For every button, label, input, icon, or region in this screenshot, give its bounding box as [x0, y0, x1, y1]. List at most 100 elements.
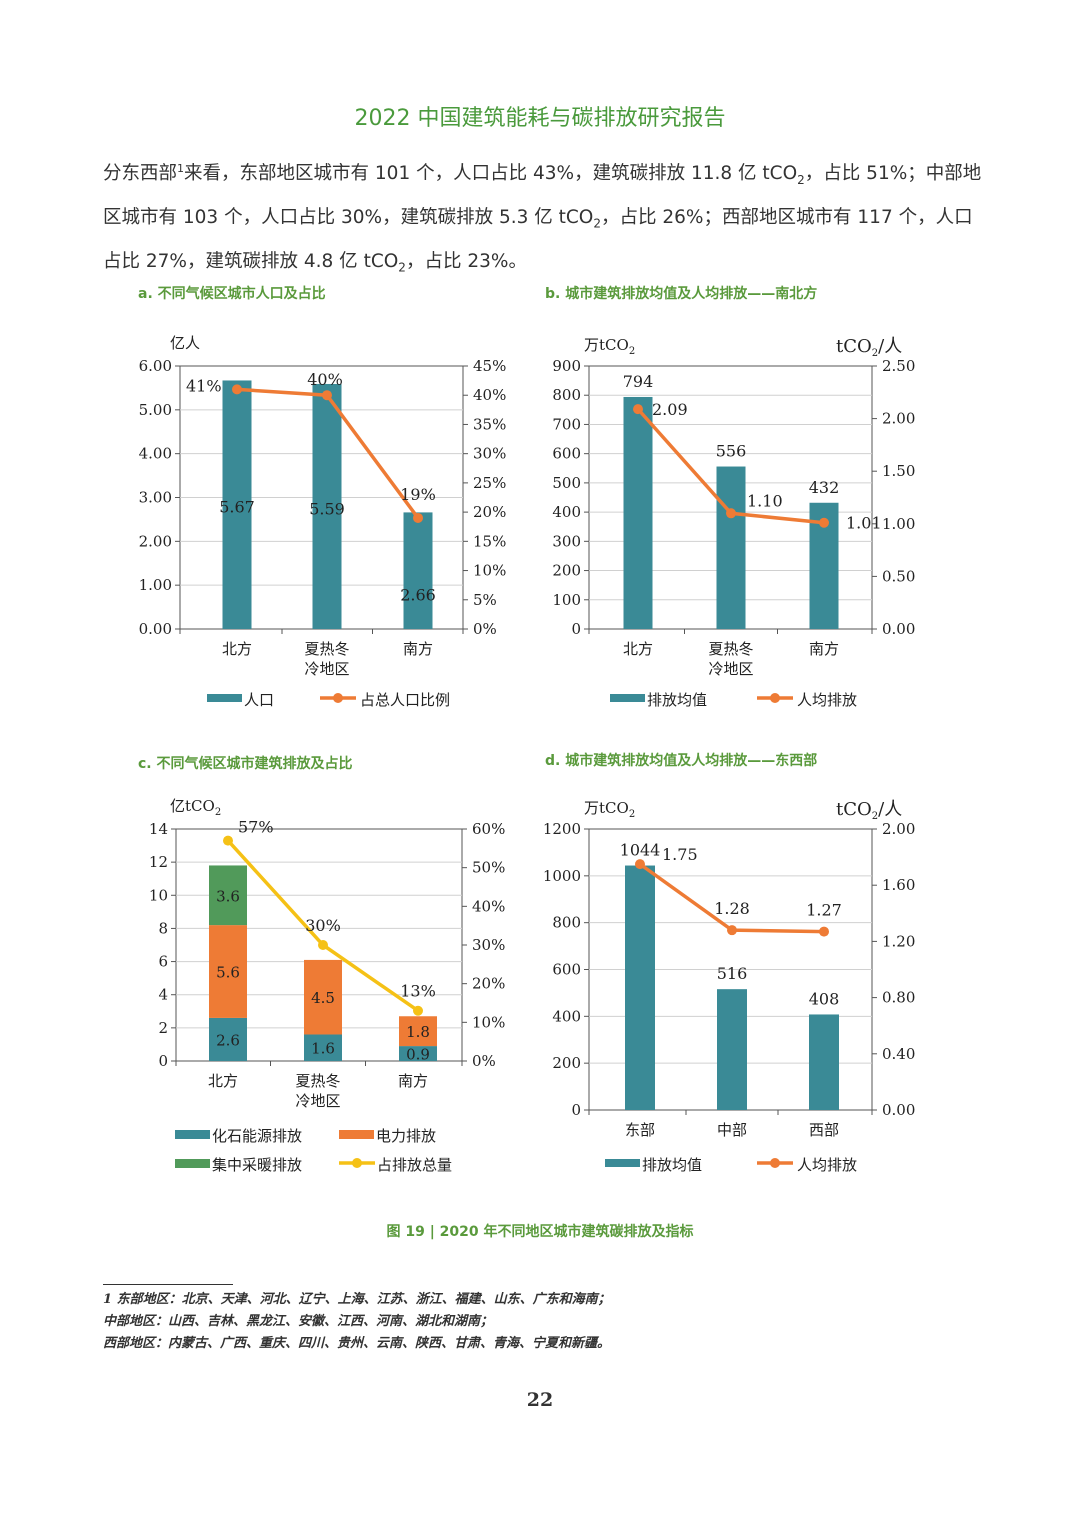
line-point — [413, 1005, 423, 1016]
chart-b-title: b. 城市建筑排放均值及人均排放——南北方 — [545, 286, 818, 302]
category-label: 夏热冬 — [708, 640, 753, 658]
y2-tick-label: 1.50 — [882, 462, 915, 480]
line-data-label: 41% — [186, 376, 222, 395]
category-label: 北方 — [623, 640, 653, 658]
bar — [403, 512, 433, 629]
line-data-label: 13% — [400, 982, 436, 1001]
y-tick-label: 8 — [158, 919, 168, 937]
legend-swatch — [605, 1159, 640, 1167]
line-point — [232, 384, 242, 395]
y2-tick-label: 45% — [473, 357, 506, 375]
line-point — [727, 925, 737, 936]
legend-label: 化石能源排放 — [212, 1127, 302, 1145]
bar-data-label: 2.66 — [400, 586, 436, 605]
category-label: 冷地区 — [304, 660, 349, 678]
line-point — [819, 517, 829, 528]
legend-label: 电力排放 — [376, 1127, 436, 1145]
y2-tick-label: 2.00 — [882, 820, 915, 838]
y-tick-label: 900 — [552, 357, 581, 375]
report-title: 2022 中国建筑能耗与碳排放研究报告 — [354, 106, 726, 131]
y2-axis-label: tCO2/人 — [836, 799, 902, 822]
y2-tick-label: 30% — [473, 445, 506, 463]
category-label: 南方 — [398, 1072, 428, 1090]
line-point — [726, 508, 736, 519]
bar — [623, 396, 653, 629]
stacked-bar-segment — [304, 959, 342, 1035]
y-tick-label: 0 — [571, 620, 581, 638]
legend-swatch — [175, 1130, 210, 1139]
page-number: 22 — [526, 1389, 554, 1411]
y-tick-label: 2.00 — [139, 532, 172, 550]
para-part: 来看，东部地区城市有 101 个，人口占比 43%，建筑碳排放 11.8 亿 t… — [184, 163, 798, 185]
y2-tick-label: 0.00 — [882, 620, 915, 638]
bar — [717, 989, 747, 1110]
y2-tick-label: 10% — [473, 562, 506, 580]
legend-swatch — [207, 694, 242, 702]
category-label: 南方 — [403, 640, 433, 658]
line-data-label: 57% — [238, 818, 274, 837]
line-data-label: 1.75 — [662, 845, 698, 864]
y-tick-label: 800 — [552, 386, 581, 404]
bar-data-label: 556 — [716, 442, 747, 461]
y2-tick-label: 0.80 — [882, 989, 915, 1007]
y-tick-label: 5.00 — [139, 401, 172, 419]
footnote-line: 西部地区：内蒙古、广西、重庆、四川、贵州、云南、陕西、甘肃、青海、宁夏和新疆。 — [103, 1336, 611, 1351]
y-tick-label: 600 — [552, 445, 581, 463]
bar — [312, 383, 342, 629]
y2-tick-label: 15% — [473, 532, 506, 550]
bar-data-label: 408 — [809, 989, 840, 1008]
y-tick-label: 0 — [571, 1101, 581, 1119]
para-part: ，占比 26%；西部地区城市有 117 个，人口占比 27%，建筑碳排放 4.8… — [103, 206, 973, 272]
bar-data-label: 1044 — [620, 841, 661, 860]
footnotes: 1 东部地区：北京、天津、河北、辽宁、上海、江苏、浙江、福建、山东、广东和海南；… — [103, 1289, 983, 1355]
category-label: 夏热冬 — [295, 1072, 340, 1090]
legend-marker — [770, 693, 780, 703]
category-label: 东部 — [625, 1121, 655, 1139]
y-tick-label: 200 — [552, 1054, 581, 1072]
y2-tick-label: 20% — [472, 975, 505, 993]
y-tick-label: 0.00 — [139, 620, 172, 638]
legend-marker — [770, 1158, 780, 1168]
line-point — [318, 940, 328, 950]
line-data-label: 1.27 — [806, 901, 842, 920]
series-line — [638, 862, 825, 934]
category-label: 北方 — [222, 640, 252, 658]
legend-label: 人口 — [244, 691, 274, 709]
bar-data-label: 794 — [623, 372, 654, 391]
y-tick-label: 2 — [158, 1019, 168, 1037]
y-axis-label: 万tCO2 — [584, 336, 635, 357]
y2-tick-label: 1.20 — [882, 932, 915, 950]
chart-a-title: a. 不同气候区城市人口及占比 — [138, 286, 326, 302]
y-tick-label: 10 — [149, 886, 168, 904]
bar-data-label: 3.6 — [216, 887, 240, 905]
line-point — [322, 390, 332, 401]
line-point — [819, 926, 829, 937]
y2-tick-label: 1.00 — [882, 515, 915, 533]
y2-tick-label: 0.40 — [882, 1045, 915, 1063]
y-axis-label: 亿人 — [170, 334, 200, 352]
footnote-ref[interactable]: 1 — [177, 162, 185, 175]
y-tick-label: 1200 — [543, 820, 581, 838]
legend-label: 排放均值 — [647, 691, 707, 709]
legend-label: 占总人口比例 — [360, 691, 450, 709]
bar-data-label: 5.6 — [216, 964, 240, 982]
bar-data-label: 5.59 — [309, 499, 345, 518]
y-tick-label: 200 — [552, 562, 581, 580]
bar-data-label: 432 — [809, 478, 840, 497]
subscript: 2 — [797, 172, 805, 187]
line-point — [635, 859, 645, 870]
line-point — [223, 835, 233, 846]
legend-swatch — [175, 1159, 210, 1168]
y-tick-label: 6.00 — [139, 357, 172, 375]
y2-tick-label: 40% — [473, 386, 506, 404]
bar-data-label: 1.8 — [406, 1023, 430, 1041]
stacked-bar-segment — [399, 1046, 437, 1061]
y2-tick-label: 20% — [473, 503, 506, 521]
line-point — [413, 512, 423, 523]
y2-tick-label: 10% — [472, 1013, 505, 1031]
y2-tick-label: 0.00 — [882, 1101, 915, 1119]
y2-tick-label: 2.50 — [882, 357, 915, 375]
y-tick-label: 400 — [552, 1007, 581, 1025]
stacked-bar-segment — [209, 1017, 247, 1061]
legend-marker — [333, 693, 343, 703]
